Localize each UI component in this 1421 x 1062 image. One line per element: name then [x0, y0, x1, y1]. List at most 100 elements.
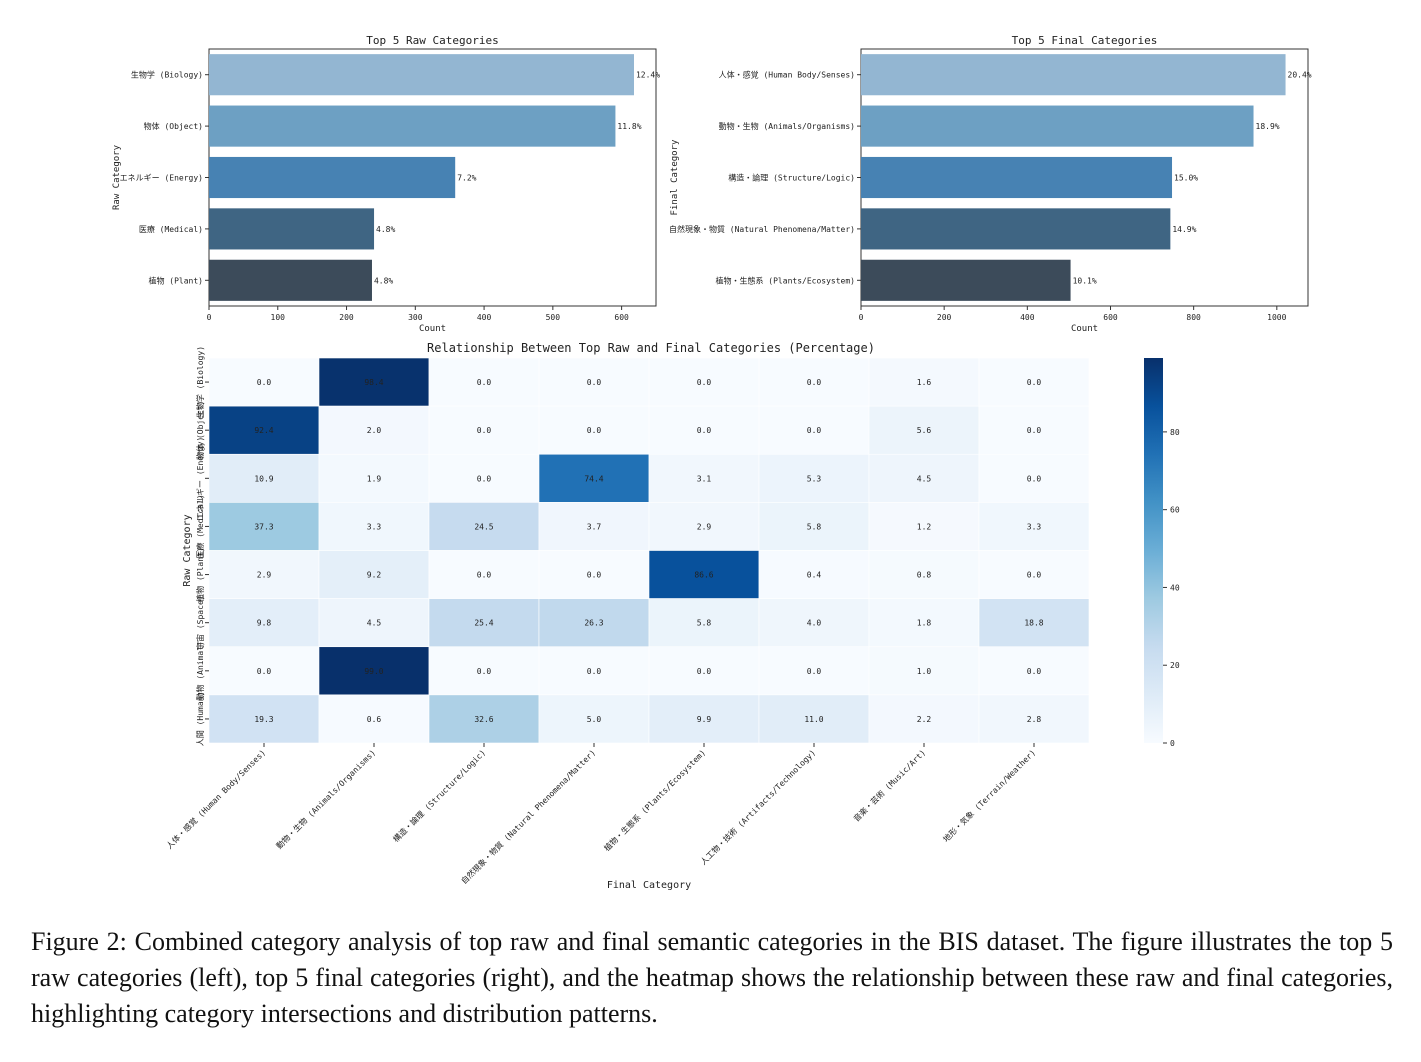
heatmap-cell-value: 25.4	[474, 619, 493, 628]
raw-xtick-label: 600	[614, 313, 629, 322]
raw-bar	[209, 208, 375, 250]
heatmap-cell	[868, 502, 980, 551]
raw-ytick-label: 医療 (Medical)	[139, 224, 203, 234]
heatmap-cell-value: 0.0	[587, 667, 602, 676]
heatmap-cell-value: 0.8	[917, 571, 932, 580]
heatmap-cell	[758, 694, 870, 744]
final-ytick-label: 人体・感覚 (Human Body/Senses)	[719, 70, 855, 80]
heatmap-cell	[978, 694, 1090, 744]
heatmap-cell	[318, 550, 430, 599]
heatmap-cell	[758, 453, 870, 503]
heatmap-cell-value: 5.0	[587, 715, 602, 724]
final-value-label: 15.0%	[1174, 174, 1198, 183]
raw-value-label: 4.8%	[374, 276, 393, 285]
heatmap-cell-value: 98.4	[364, 378, 383, 387]
heatmap-cell	[428, 598, 540, 648]
heatmap-cell-value: 0.0	[1027, 426, 1042, 435]
final-xtick-label: 1000	[1267, 313, 1286, 322]
final-categories-bar-chart: Top 5 Final Categories 人体・感覚 (Human Body/…	[669, 34, 1312, 334]
raw-value-label: 7.2%	[457, 174, 476, 183]
heatmap-cell	[758, 550, 870, 599]
raw-ylabel: Raw Category	[112, 144, 122, 210]
heatmap-column-label: 音楽・芸術 (Music/Art)	[851, 747, 927, 823]
heatmap-cell-value: 0.0	[477, 474, 492, 483]
raw-ytick-label: 生物学 (Biology)	[131, 70, 203, 80]
final-xtick-label: 800	[1186, 313, 1201, 322]
heatmap-cell	[208, 453, 320, 503]
final-xtick-label: 400	[1020, 313, 1035, 322]
heatmap-cell-value: 2.9	[697, 522, 712, 531]
heatmap-cell	[648, 694, 760, 744]
heatmap-cell-value: 32.6	[474, 715, 493, 724]
raw-xtick-label: 500	[546, 313, 561, 322]
raw-bar	[209, 259, 372, 301]
final-bar	[861, 54, 1286, 96]
heatmap-cell-value: 0.0	[587, 426, 602, 435]
heatmap-cell	[868, 550, 980, 599]
colorbar-tick-label: 20	[1170, 661, 1180, 670]
heatmap-column-label: 動物・生物 (Animals/Organisms)	[274, 747, 377, 850]
heatmap-cell-value: 0.4	[807, 571, 822, 580]
heatmap-cell	[428, 502, 540, 551]
heatmap-cell-value: 74.4	[584, 474, 603, 483]
heatmap-column-label: 植物・生態系 (Plants/Ecosystem)	[602, 747, 708, 853]
final-value-label: 14.9%	[1172, 225, 1196, 234]
raw-value-label: 11.8%	[617, 122, 641, 131]
heatmap-column-label: 構造・論理 (Structure/Logic)	[391, 747, 488, 844]
heatmap-cell	[648, 405, 760, 455]
heatmap-cell	[978, 453, 1090, 503]
heatmap-cell-value: 1.2	[917, 522, 932, 531]
heatmap-cell-value: 0.0	[807, 426, 822, 435]
heatmap-cell	[868, 598, 980, 648]
heatmap-cell	[868, 694, 980, 744]
heatmap-cell-value: 0.0	[587, 571, 602, 580]
heatmap-colorbar: 0 20 40 60 80	[1144, 358, 1180, 748]
heatmap-cell	[868, 453, 980, 503]
heatmap-cell-value: 0.0	[1027, 667, 1042, 676]
final-bar	[861, 208, 1171, 250]
final-bar	[861, 156, 1173, 199]
final-ytick-label: 動物・生物 (Animals/Organisms)	[719, 121, 855, 131]
heatmap-cell-value: 19.3	[254, 715, 273, 724]
heatmap-cell-value: 0.0	[697, 426, 712, 435]
raw-xlabel: Count	[419, 324, 446, 334]
heatmap-cell	[538, 550, 650, 599]
final-value-label: 18.9%	[1256, 122, 1280, 131]
heatmap-cell	[868, 405, 980, 455]
heatmap-cell-value: 86.6	[694, 571, 713, 580]
heatmap-cell-value: 92.4	[254, 426, 273, 435]
heatmap-column-label: 自然現象・物質 (Natural Phenomena/Matter)	[459, 747, 598, 886]
heatmap-row-label: 生物学 (Biology)	[195, 346, 205, 418]
heatmap-cell	[648, 502, 760, 551]
final-bar	[861, 105, 1254, 147]
heatmap-column-label: 地形・気象 (Terrain/Weather)	[941, 747, 1038, 844]
heatmap-cell	[648, 646, 760, 696]
heatmap-cell	[758, 598, 870, 648]
raw-bar	[209, 156, 456, 199]
heatmap-cell	[428, 405, 540, 455]
heatmap-cell-value: 99.0	[364, 667, 383, 676]
heatmap-row-label: 物体 (Object)	[195, 401, 205, 460]
final-xtick-label: 0	[859, 313, 864, 322]
final-xlabel: Count	[1071, 324, 1098, 334]
heatmap-cell-value: 0.0	[257, 667, 272, 676]
final-xtick-label: 600	[1103, 313, 1118, 322]
heatmap-cell-value: 9.2	[367, 571, 382, 580]
raw-ytick-label: 植物 (Plant)	[148, 275, 203, 285]
heatmap-row-label: エネルギー (Energy)	[196, 437, 205, 520]
heatmap-cell-value: 4.5	[367, 619, 382, 628]
heatmap-cell-value: 0.0	[1027, 378, 1042, 387]
figure-caption: Figure 2: Combined category analysis of …	[31, 927, 1393, 1028]
heatmap-cell-value: 0.0	[697, 667, 712, 676]
heatmap-cell-value: 2.2	[917, 715, 932, 724]
heatmap-cell	[318, 598, 430, 648]
heatmap-cell-value: 3.7	[587, 522, 602, 531]
heatmap-cell-value: 9.8	[257, 619, 272, 628]
heatmap-cell	[318, 453, 430, 503]
heatmap-cell-value: 0.0	[1027, 571, 1042, 580]
heatmap-cell-value: 0.0	[477, 426, 492, 435]
final-bar	[861, 259, 1071, 301]
heatmap-cell-value: 1.0	[917, 667, 932, 676]
heatmap-cell	[538, 598, 650, 648]
heatmap-cell-value: 2.8	[1027, 715, 1042, 724]
